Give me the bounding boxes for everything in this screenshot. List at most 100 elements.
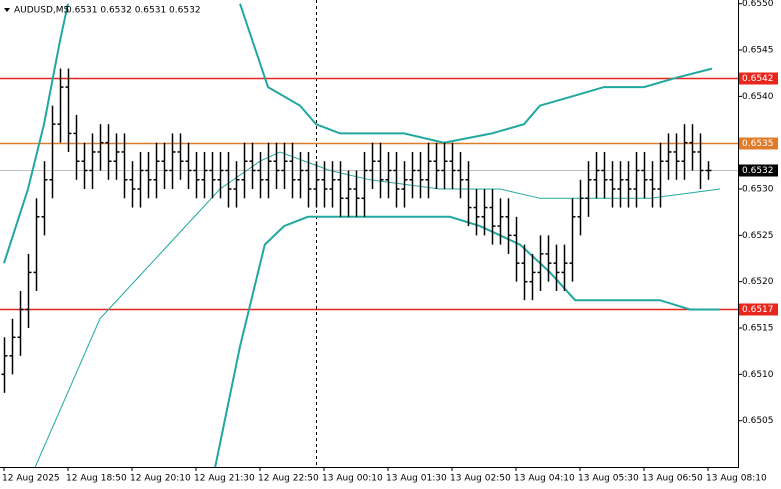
ohlc-bar — [153, 142, 160, 199]
y-tick-label: 0.6530 — [742, 185, 774, 195]
ohlc-bar — [145, 151, 152, 199]
ohlc-bar — [449, 142, 456, 190]
ohlc-bar — [1, 337, 8, 393]
ohlc-bar — [345, 170, 352, 217]
price-level-tag — [739, 72, 778, 85]
ohlc-bar — [97, 124, 104, 171]
x-tick-label: 12 Aug 21:30 — [194, 474, 255, 484]
x-tick-label: 12 Aug 20:10 — [130, 474, 191, 484]
ohlc-bar — [169, 133, 176, 190]
ohlc-bar — [601, 151, 608, 199]
ohlc-bar — [529, 253, 536, 301]
ohlc-bar — [225, 151, 232, 208]
ohlc-bar — [625, 161, 632, 208]
ohlc-bar — [137, 151, 144, 208]
ohlc-bar — [577, 179, 584, 236]
menu-arrow[interactable] — [4, 8, 10, 12]
ohlc-bar — [273, 142, 280, 190]
band-line — [214, 215, 720, 467]
ohlc-bar — [193, 151, 200, 199]
ohlc-bar — [505, 198, 512, 254]
ohlc-bar — [9, 318, 16, 375]
x-tick-label: 13 Aug 05:30 — [578, 474, 639, 484]
ohlc-bar — [177, 133, 184, 180]
ohlc-bar — [633, 151, 640, 208]
ohlc-bar — [457, 151, 464, 199]
ohlc-bar — [681, 124, 688, 180]
ohlc-bar — [113, 133, 120, 180]
ohlc-bar — [17, 290, 24, 356]
ohlc-bar — [249, 142, 256, 190]
ohlc-bar — [545, 235, 552, 282]
y-tick-label: 0.6510 — [742, 370, 774, 380]
ohlc-bar — [697, 133, 704, 190]
ohlc-bar — [433, 142, 440, 190]
ohlc-bar — [593, 151, 600, 199]
price-level-label: 0.6542 — [742, 74, 774, 84]
ohlc-bar — [353, 170, 360, 217]
ohlc-bar — [609, 161, 616, 208]
ohlc-bar — [241, 142, 248, 199]
ohlc-bar — [185, 142, 192, 190]
ohlc-bar — [377, 142, 384, 199]
ohlc-bar — [561, 244, 568, 291]
plot-area — [0, 0, 738, 467]
ohlc-bar — [441, 142, 448, 190]
ohlc-bar — [217, 151, 224, 199]
x-tick-label: 13 Aug 00:10 — [322, 474, 383, 484]
price-level-tag — [739, 303, 778, 316]
x-tick-label: 13 Aug 01:30 — [386, 474, 447, 484]
ohlc-bar — [585, 161, 592, 217]
price-level-tag — [739, 137, 778, 150]
ohlc-bar — [161, 142, 168, 190]
y-tick-label: 0.6505 — [742, 416, 774, 426]
ohlc-bar — [265, 142, 272, 199]
ohlc-bar — [369, 142, 376, 190]
price-level-label: 0.6532 — [742, 166, 774, 176]
ohlc-bar — [705, 161, 712, 180]
ohlc-bar — [521, 244, 528, 301]
ohlc-bar — [57, 68, 64, 143]
ohlc-bar — [361, 151, 368, 217]
ohlc-bar — [89, 133, 96, 190]
ohlc-bar — [25, 253, 32, 329]
x-tick-label: 13 Aug 08:10 — [706, 474, 767, 484]
ohlc-bar — [569, 198, 576, 282]
ohlc-bar — [385, 151, 392, 199]
x-tick-label: 12 Aug 18:50 — [66, 474, 127, 484]
ohlc-bar — [617, 161, 624, 208]
symbol-title: AUDUSD,M5 — [14, 6, 69, 16]
y-tick-label: 0.6515 — [742, 324, 774, 334]
x-tick-label: 12 Aug 22:50 — [258, 474, 319, 484]
x-tick-label: 13 Aug 06:50 — [642, 474, 703, 484]
ohlc-bar — [289, 142, 296, 199]
ohlc-bar — [49, 105, 56, 199]
ohlc-bar — [65, 68, 72, 152]
band-line — [3, 3, 713, 264]
ohlc-bar — [33, 198, 40, 291]
ohlc-bar — [201, 151, 208, 199]
ohlc-bar — [41, 161, 48, 236]
ohlc-bar — [401, 161, 408, 208]
price-level-tag — [739, 164, 778, 177]
y-tick-label: 0.6525 — [742, 231, 774, 241]
y-tick-label: 0.6540 — [742, 92, 774, 102]
ohlc-bar — [257, 151, 264, 199]
price-level-label: 0.6535 — [742, 139, 774, 149]
ohlc-bar — [329, 161, 336, 208]
ohlc-bar — [665, 133, 672, 180]
ohlc-bar — [481, 189, 488, 236]
ohlc-bar — [129, 161, 136, 208]
y-tick-label: 0.6550 — [742, 0, 774, 9]
ohlc-bar — [81, 142, 88, 190]
ohlc-bar — [297, 151, 304, 199]
ohlc-bar — [649, 161, 656, 208]
ohlc-bar — [425, 142, 432, 199]
ohlc-bar — [409, 151, 416, 199]
ohlc-bar — [281, 142, 288, 190]
y-tick-label: 0.6545 — [742, 46, 774, 56]
ohlc-bar — [321, 161, 328, 208]
